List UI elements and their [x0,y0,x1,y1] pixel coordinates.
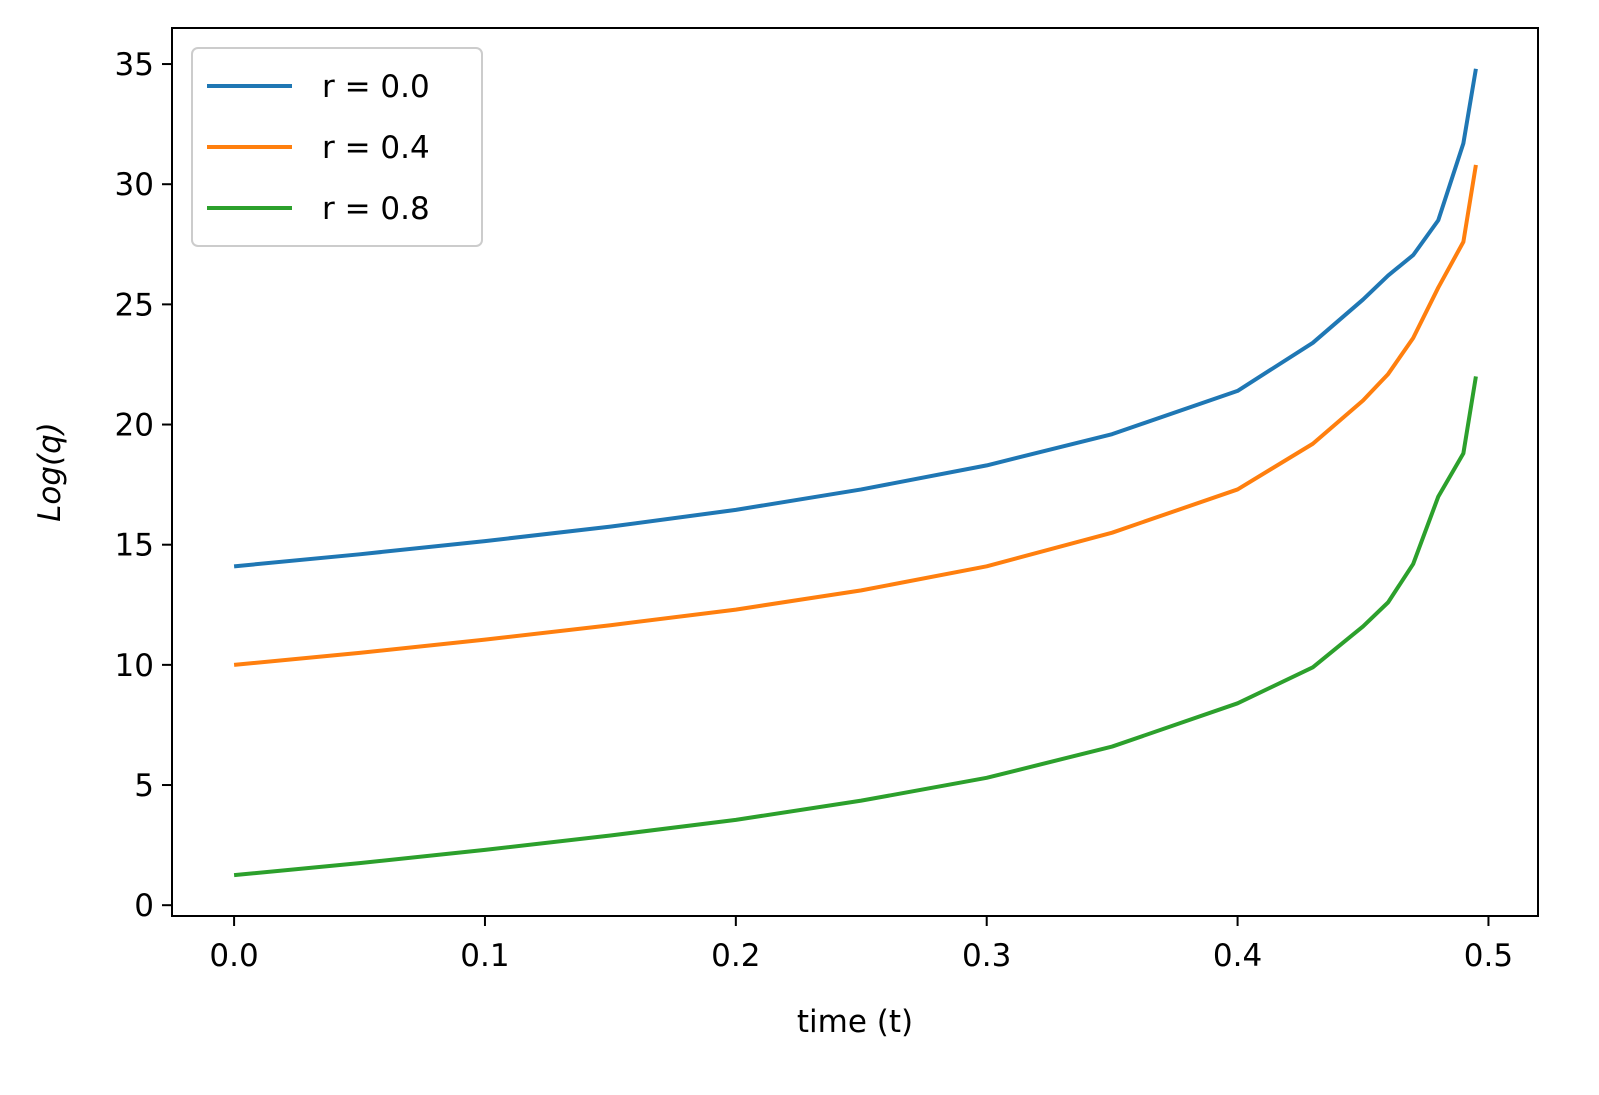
y-tick-label: 15 [115,528,154,564]
x-tick-label: 0.0 [209,938,258,974]
x-tick-label: 0.3 [962,938,1011,974]
y-tick-label: 25 [115,287,154,323]
x-axis-label: time (t) [797,1004,913,1040]
x-tick-label: 0.1 [460,938,509,974]
line-series [233,164,1478,667]
legend-label: r = 0.0 [322,69,430,105]
legend-box [191,47,483,247]
y-tick-label: 30 [115,167,154,203]
line-series [233,376,1478,878]
x-tick-label: 0.5 [1464,938,1513,974]
line-series [233,68,1478,569]
y-tick-label: 35 [115,47,154,83]
plot-frame [171,27,1539,917]
y-tick-label: 20 [115,408,154,444]
y-tick-label: 5 [134,768,154,804]
y-tick-label: 10 [115,648,154,684]
x-tick-label: 0.2 [711,938,760,974]
x-tick-label: 0.4 [1213,938,1262,974]
y-tick-label: 0 [134,888,154,924]
legend-label: r = 0.8 [322,191,430,227]
legend-label: r = 0.4 [322,130,430,166]
y-axis-label: Log(q) [32,422,68,522]
